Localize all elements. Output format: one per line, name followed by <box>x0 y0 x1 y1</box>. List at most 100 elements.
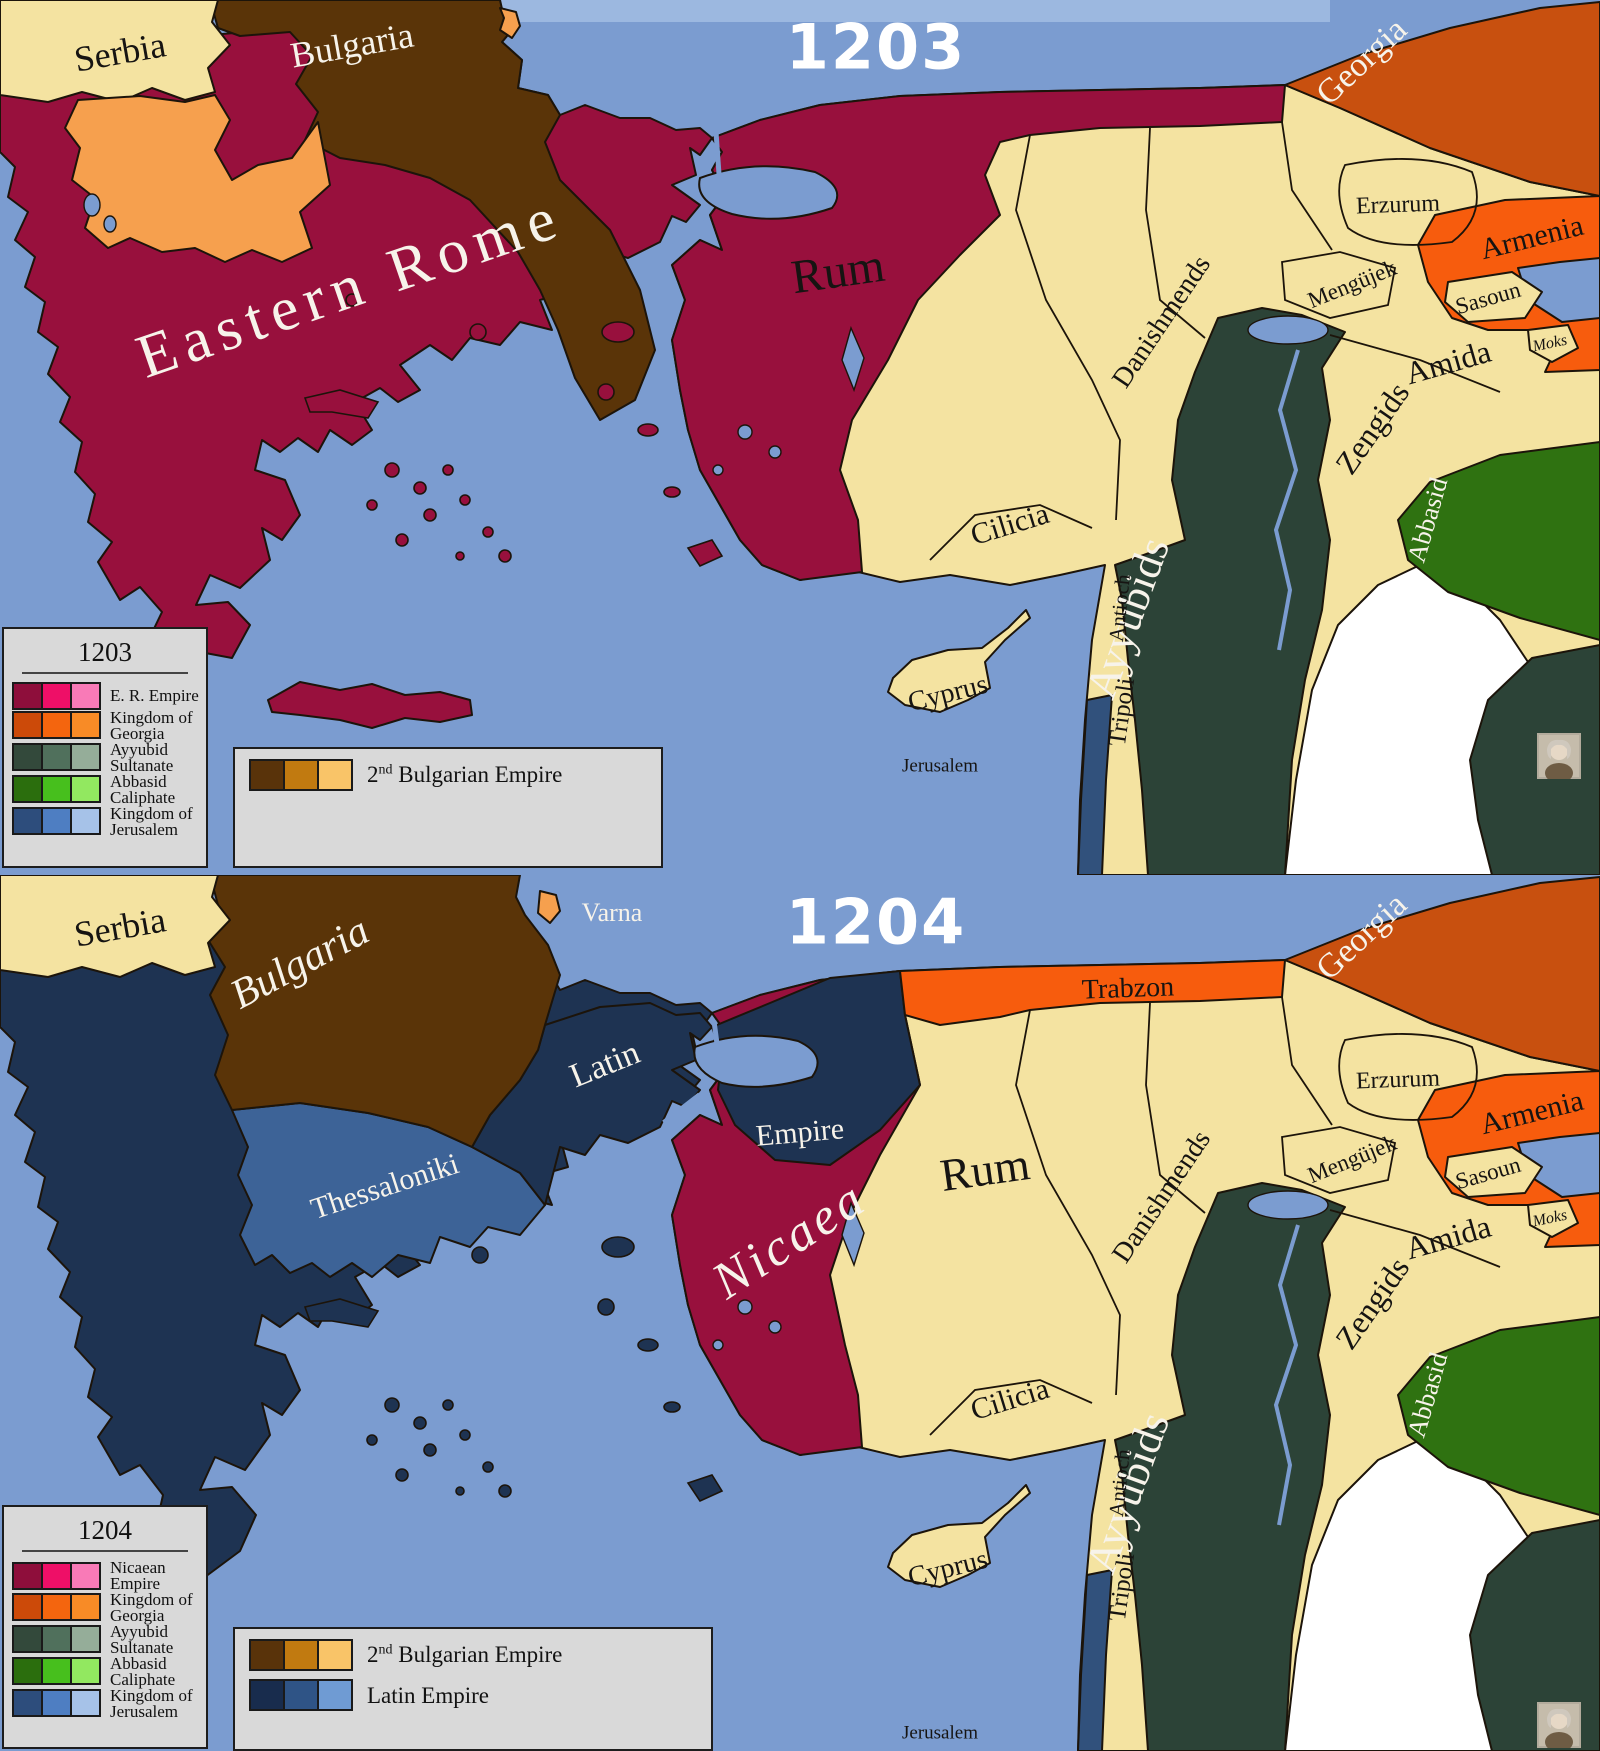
swatch <box>12 743 43 771</box>
swatch <box>70 743 101 771</box>
lakes <box>712 1190 1329 1351</box>
island-cyprus <box>887 1484 1031 1588</box>
swatch <box>283 759 319 791</box>
swatch <box>70 775 101 803</box>
label-erzurum: Erzurum <box>1355 1065 1441 1095</box>
swatch <box>70 1593 101 1621</box>
legend-title: 1204 <box>78 1515 132 1545</box>
portrait-watermark <box>1537 733 1581 779</box>
swatch <box>41 1689 72 1717</box>
legend-label: 2nd Bulgarian Empire <box>367 762 563 787</box>
swatch <box>41 1562 72 1590</box>
legend-row: Kingdom of Jerusalem <box>12 805 206 838</box>
swatch <box>41 1657 72 1685</box>
region-ayyubids <box>1114 1182 1346 1751</box>
label-jerusalem: Jerusalem <box>902 755 978 777</box>
swatch <box>70 682 101 710</box>
label-empire: Empire <box>754 1112 846 1153</box>
region-jerusalem-strip <box>1077 694 1113 875</box>
swatch <box>12 1625 43 1653</box>
region-moks <box>1527 324 1579 363</box>
region-varna-patch <box>537 890 561 924</box>
internal-borders <box>929 996 1501 1436</box>
legend-row: 2nd Bulgarian Empire <box>249 1639 711 1671</box>
bosphorus-strait <box>713 131 722 175</box>
portrait-watermark <box>1537 1702 1581 1748</box>
sea-of-marmara <box>693 1034 819 1088</box>
legend-label: 2nd Bulgarian Empire <box>367 1642 563 1667</box>
map-1204-canvas <box>0 875 1600 1751</box>
legend-label: Ayyubid Sultanate <box>110 1622 174 1657</box>
region-serbia <box>0 875 231 978</box>
euphrates-river <box>1273 349 1300 651</box>
sea-of-marmara <box>698 165 839 220</box>
swatch <box>249 1639 285 1671</box>
swatch <box>41 1593 72 1621</box>
legend-row: Abbasid Caliphate <box>12 1654 206 1689</box>
region-sasoun <box>1444 1146 1543 1198</box>
region-ayyubid-se <box>1469 1519 1600 1751</box>
aegean-islands <box>303 1236 724 1503</box>
sea-light-strip <box>430 0 1330 22</box>
legend-label: Nicaean Empire <box>110 1558 166 1593</box>
label-jerusalem: Jerusalem <box>902 1722 978 1744</box>
region-sasoun <box>1444 271 1543 323</box>
swatch <box>70 711 101 739</box>
legend-row: Ayyubid Sultanate <box>12 740 206 775</box>
legend-label: Kingdom of Georgia <box>110 708 193 743</box>
swatch <box>12 1593 43 1621</box>
legend-1204-secondary: 2nd Bulgarian Empire Latin Empire <box>233 1627 713 1751</box>
legend-row: Latin Empire <box>249 1679 711 1711</box>
bosphorus-strait <box>711 1020 722 1060</box>
legend-title: 1203 <box>78 637 132 667</box>
label-trabzon: Trabzon <box>1081 971 1175 1006</box>
legend-label: Ayyubid Sultanate <box>110 740 174 775</box>
region-bulgaria <box>204 875 561 1148</box>
legend-row: Ayyubid Sultanate <box>12 1622 206 1657</box>
legend-divider <box>22 1550 188 1552</box>
island-crete <box>267 681 473 729</box>
legend-row: Kingdom of Georgia <box>12 1590 206 1625</box>
swatch <box>70 1562 101 1590</box>
internal-borders <box>929 121 1501 561</box>
swatch <box>12 682 43 710</box>
swatch <box>41 711 72 739</box>
map-year-title: 1204 <box>785 885 967 959</box>
legend-row: Nicaean Empire <box>12 1558 206 1593</box>
swatch <box>41 1625 72 1653</box>
swatch <box>249 1679 285 1711</box>
euphrates-river <box>1273 1224 1300 1526</box>
legend-1203-secondary: 2nd Bulgarian Empire <box>233 747 663 868</box>
swatch <box>41 775 72 803</box>
dardanelles-strait <box>662 215 704 249</box>
label-rum: Rum <box>788 238 888 305</box>
region-abbasid <box>1397 1316 1600 1516</box>
swatch <box>317 1639 353 1671</box>
map-year-title: 1203 <box>785 10 967 84</box>
legend-row: Kingdom of Georgia <box>12 708 206 743</box>
region-ayyubids <box>1114 307 1346 875</box>
region-jerusalem-strip <box>1077 1569 1113 1751</box>
label-varna: Varna <box>581 898 643 927</box>
swatch <box>12 775 43 803</box>
legend-label: Kingdom of Georgia <box>110 1590 193 1625</box>
dardanelles-strait <box>662 1092 702 1126</box>
map-1203-canvas <box>0 0 1600 875</box>
label-erzurum: Erzurum <box>1355 190 1441 220</box>
region-serbia <box>0 0 231 103</box>
legend-label: Abbasid Caliphate <box>110 1654 176 1689</box>
swatch <box>12 711 43 739</box>
legend-1204: 1204 Nicaean Empire Kingdom of Georgia A… <box>2 1505 208 1749</box>
legend-row: 2nd Bulgarian Empire <box>249 759 661 791</box>
swatch <box>12 807 43 835</box>
legend-label: Latin Empire <box>367 1683 489 1708</box>
swatch <box>70 1689 101 1717</box>
map-1204: 1204 Serbia Bulgaria Varna Georgia Thess… <box>0 875 1600 1751</box>
swatch <box>41 682 72 710</box>
region-bulgaria <box>209 0 656 421</box>
swatch <box>12 1657 43 1685</box>
swatch <box>317 759 353 791</box>
swatch <box>283 1639 319 1671</box>
swatch <box>70 1657 101 1685</box>
